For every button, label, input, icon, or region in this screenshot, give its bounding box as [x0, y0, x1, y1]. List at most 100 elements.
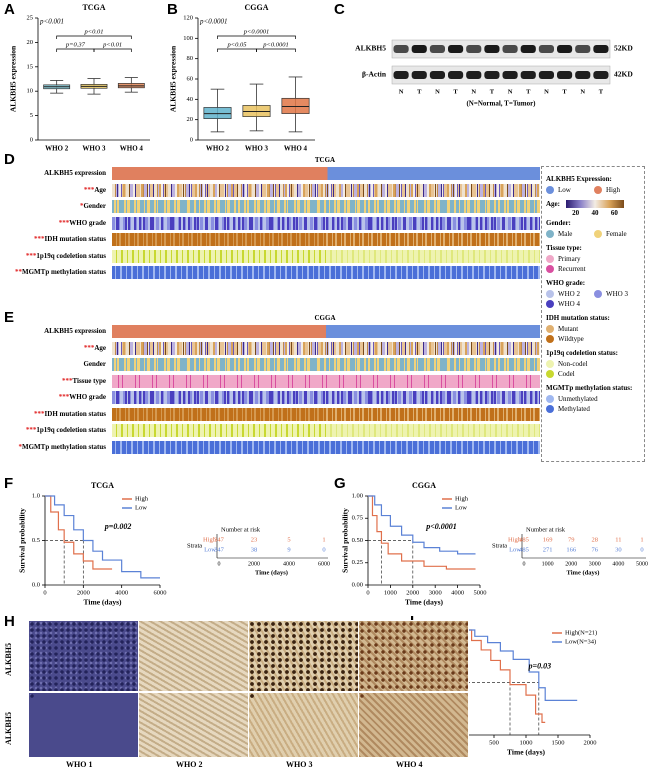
- legend-swatch: [546, 290, 554, 298]
- lane-label: T: [599, 88, 604, 95]
- legend-swatch: [546, 300, 554, 308]
- blot-band: [393, 71, 409, 79]
- panel-label: A: [4, 1, 15, 18]
- x-tick-label: 3000: [429, 589, 442, 596]
- legend-group: Age: 20 40 60: [546, 200, 644, 217]
- ihc-image: [248, 620, 359, 692]
- comparison-p: p<0.0001: [262, 41, 289, 48]
- risk-count: 1: [322, 536, 325, 543]
- y-tick-label: 60: [187, 75, 194, 82]
- legend-swatch: [546, 325, 554, 333]
- ihc-column-label: WHO 4: [396, 760, 423, 769]
- overall-p: p<0.0001: [199, 18, 227, 26]
- ihc-image: [358, 620, 469, 692]
- x-tick-label: WHO 4: [284, 145, 308, 153]
- heatmap-row: ***Tissue type: [0, 374, 540, 388]
- stars: ***: [83, 185, 95, 194]
- risk-time: 2000: [248, 561, 260, 567]
- comparison-p: p<0.01: [83, 28, 103, 35]
- x-tick-label: 4000: [115, 589, 128, 596]
- blot-band: [502, 71, 518, 79]
- stars: *: [79, 202, 84, 210]
- heatmap-bar: [112, 325, 540, 338]
- lane-label: T: [526, 88, 531, 95]
- legend-label: Methylated: [558, 405, 590, 413]
- legend-items: Primary Recurrent: [546, 254, 644, 274]
- legend-label: Unmethylated: [558, 395, 598, 403]
- risk-count: 9: [287, 546, 290, 553]
- risk-xlabel: Time (days): [567, 569, 600, 576]
- heatmap-bar: [112, 249, 540, 263]
- box: [242, 105, 271, 117]
- legend-label: High(N=21): [565, 629, 597, 636]
- row-label: ALKBH5 expression: [0, 325, 112, 338]
- label: MGMTp methylation status: [22, 442, 106, 451]
- blot-strip: [391, 65, 611, 85]
- lane-label: N: [471, 88, 476, 95]
- y-axis-label: Survival probability: [18, 508, 27, 573]
- label: Age: [94, 343, 106, 352]
- legend-swatch: [546, 405, 554, 413]
- survival-curve: [45, 495, 113, 570]
- lane-label: N: [580, 88, 585, 95]
- stars: *: [18, 442, 23, 451]
- risk-count: 1: [640, 536, 643, 543]
- blot-band: [411, 45, 427, 53]
- chart-title: TCGA: [82, 3, 105, 12]
- legend-title: WHO grade:: [546, 279, 586, 287]
- row-label: ***IDH mutation status: [0, 408, 112, 421]
- blot-band: [575, 45, 591, 53]
- heatmap-bar: [112, 167, 540, 180]
- heatmap-row: Gender: [0, 358, 540, 371]
- blot-band: [484, 71, 500, 79]
- label: WHO grade: [69, 393, 106, 401]
- annotation: p=0.002: [104, 522, 132, 531]
- row-label: ***WHO grade: [0, 391, 112, 404]
- risk-time: 1000: [542, 561, 554, 567]
- comparison-bracket: [217, 35, 296, 39]
- legend-swatch: [546, 265, 554, 273]
- y-tick-label: 0.50: [352, 537, 363, 544]
- blot-size: 52KD: [614, 44, 633, 53]
- legend-swatch: [546, 230, 554, 238]
- risk-strata: Strata: [187, 542, 202, 549]
- heatmap-bar: [112, 216, 540, 230]
- y-tick-label: 0.0: [32, 581, 40, 588]
- lane-label: N: [508, 88, 513, 95]
- legend-label: High: [455, 495, 469, 502]
- row-label: ***Tissue type: [0, 375, 112, 388]
- survival-curve: [368, 495, 476, 555]
- label: IDH mutation status: [44, 235, 106, 243]
- survival-curve: [462, 629, 546, 723]
- heatmap-bar: [112, 266, 540, 279]
- x-tick-label: 2000: [584, 739, 597, 746]
- legend-items: Male Female: [546, 229, 644, 239]
- blot-band: [593, 71, 609, 79]
- annotation: p<0.0001: [425, 522, 457, 531]
- risk-count: 271: [543, 546, 553, 553]
- risk-time: 2000: [565, 561, 577, 567]
- blot-band: [557, 45, 573, 53]
- legend-label: Primary: [558, 255, 581, 263]
- blot-label: β-Actin: [362, 70, 387, 79]
- label: 1p19q codeletion status: [36, 251, 106, 260]
- x-tick-label: 1000: [520, 739, 533, 746]
- y-tick-label: 20: [27, 39, 34, 46]
- legend-title: 1p19q codeletion status:: [546, 349, 618, 357]
- legend-title: IDH mutation status:: [546, 314, 610, 322]
- stars: ***: [25, 426, 37, 434]
- row-label: *Gender: [0, 200, 112, 213]
- ihc-image: [358, 692, 469, 758]
- risk-count: 79: [568, 536, 575, 543]
- risk-count: 76: [592, 546, 599, 553]
- annotation: p=0.03: [528, 662, 552, 671]
- legend-swatch: [546, 370, 554, 378]
- label: ALKBH5 expression: [44, 327, 106, 335]
- y-tick-label: 0.5: [32, 537, 40, 544]
- risk-count: 23: [251, 536, 258, 543]
- y-tick-label: 0.00: [352, 581, 363, 588]
- legend-item: WHO 2: [546, 290, 594, 298]
- label: Age: [94, 185, 106, 194]
- heatmap-bar: [112, 424, 540, 437]
- legend-items: Unmethylated Methylated: [546, 394, 644, 414]
